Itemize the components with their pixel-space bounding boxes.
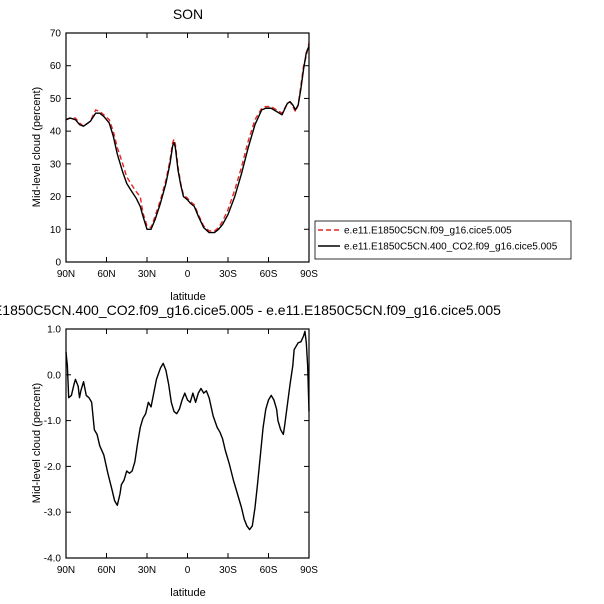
- top-grid-layer: 90N 60N 30N 0 30S 60S 90S 0 10 20 30 40 50 60 70: [50, 29, 318, 281]
- top-x-tick-label: 60N: [97, 269, 115, 280]
- top-plot-title: SON: [173, 6, 203, 22]
- bottom-grid-layer: 90N 60N 30N 0 30S 60S 90S 1.0 0.0 -1.0 -2.0 -3.0 -4.…: [44, 325, 318, 577]
- top-x-tick-label: 90S: [300, 269, 318, 280]
- bottom-y-tick-label: 0.0: [47, 370, 61, 381]
- top-x-tick-label: 90N: [57, 269, 75, 280]
- bottom-x-tick-label: 30N: [138, 565, 156, 576]
- bottom-series-group: [65, 330, 310, 531]
- bottom-series-line-1: [65, 330, 310, 531]
- top-y-axis-title: Mid-level cloud (percent): [31, 87, 43, 207]
- legend-label-series-1: e.e11.E1850C5CN.f09_g16.cice5.005: [344, 226, 512, 237]
- bottom-plot-frame: [65, 328, 310, 559]
- top-series-line-2: [65, 45, 310, 234]
- top-y-tick-label: 30: [50, 159, 62, 170]
- bottom-y-axis-title: Mid-level cloud (percent): [31, 383, 43, 503]
- bottom-x-tick-label: 30S: [219, 565, 237, 576]
- top-y-tick-label: 40: [50, 127, 62, 138]
- top-x-tick-label: 30N: [138, 269, 156, 280]
- bottom-ticks: 90N 60N 30N 0 30S 60S 90S 1.0 0.0 -1.0 -2.0 -3.0 -4.…: [44, 325, 318, 577]
- top-series-line-1: [65, 42, 310, 232]
- bottom-x-tick-label: 0: [185, 565, 191, 576]
- bottom-y-tick-label: -1.0: [44, 416, 62, 427]
- top-x-tick-label: 60S: [260, 269, 278, 280]
- legend-box: [314, 220, 572, 260]
- bottom-x-tick-label: 90S: [300, 565, 318, 576]
- top-plot-frame: [65, 32, 310, 263]
- bottom-y-tick-label: 1.0: [47, 325, 61, 336]
- top-x-tick-label: 0: [185, 269, 191, 280]
- bottom-x-axis-title: latitude: [170, 587, 205, 599]
- top-y-tick-label: 60: [50, 61, 62, 72]
- top-ticks: 90N 60N 30N 0 30S 60S 90S 0 10 20 30 40 50 60 70: [50, 29, 318, 281]
- bottom-y-tick-label: -4.0: [44, 554, 62, 565]
- legend: e.e11.E1850C5CN.f09_g16.cice5.005 e.e11.…: [314, 220, 572, 260]
- top-series-group: [65, 42, 310, 234]
- top-x-tick-label: 30S: [219, 269, 237, 280]
- legend-label-series-2: e.e11.E1850C5CN.400_CO2.f09_g16.cice5.00…: [344, 242, 558, 253]
- top-y-tick-label: 10: [50, 225, 62, 236]
- bottom-x-tick-label: 60N: [97, 565, 115, 576]
- bottom-y-tick-label: -3.0: [44, 508, 62, 519]
- top-y-tick-label: 50: [50, 94, 62, 105]
- top-y-tick-label: 0: [55, 258, 61, 269]
- top-y-tick-label: 70: [50, 29, 62, 40]
- bottom-y-tick-label: -2.0: [44, 462, 62, 473]
- bottom-x-tick-label: 60S: [260, 565, 278, 576]
- top-x-axis-title: latitude: [170, 291, 205, 303]
- top-y-tick-label: 20: [50, 192, 62, 203]
- bottom-x-tick-label: 90N: [57, 565, 75, 576]
- bottom-plot-title: e.e11.E1850C5CN.400_CO2.f09_g16.cice5.00…: [0, 302, 501, 318]
